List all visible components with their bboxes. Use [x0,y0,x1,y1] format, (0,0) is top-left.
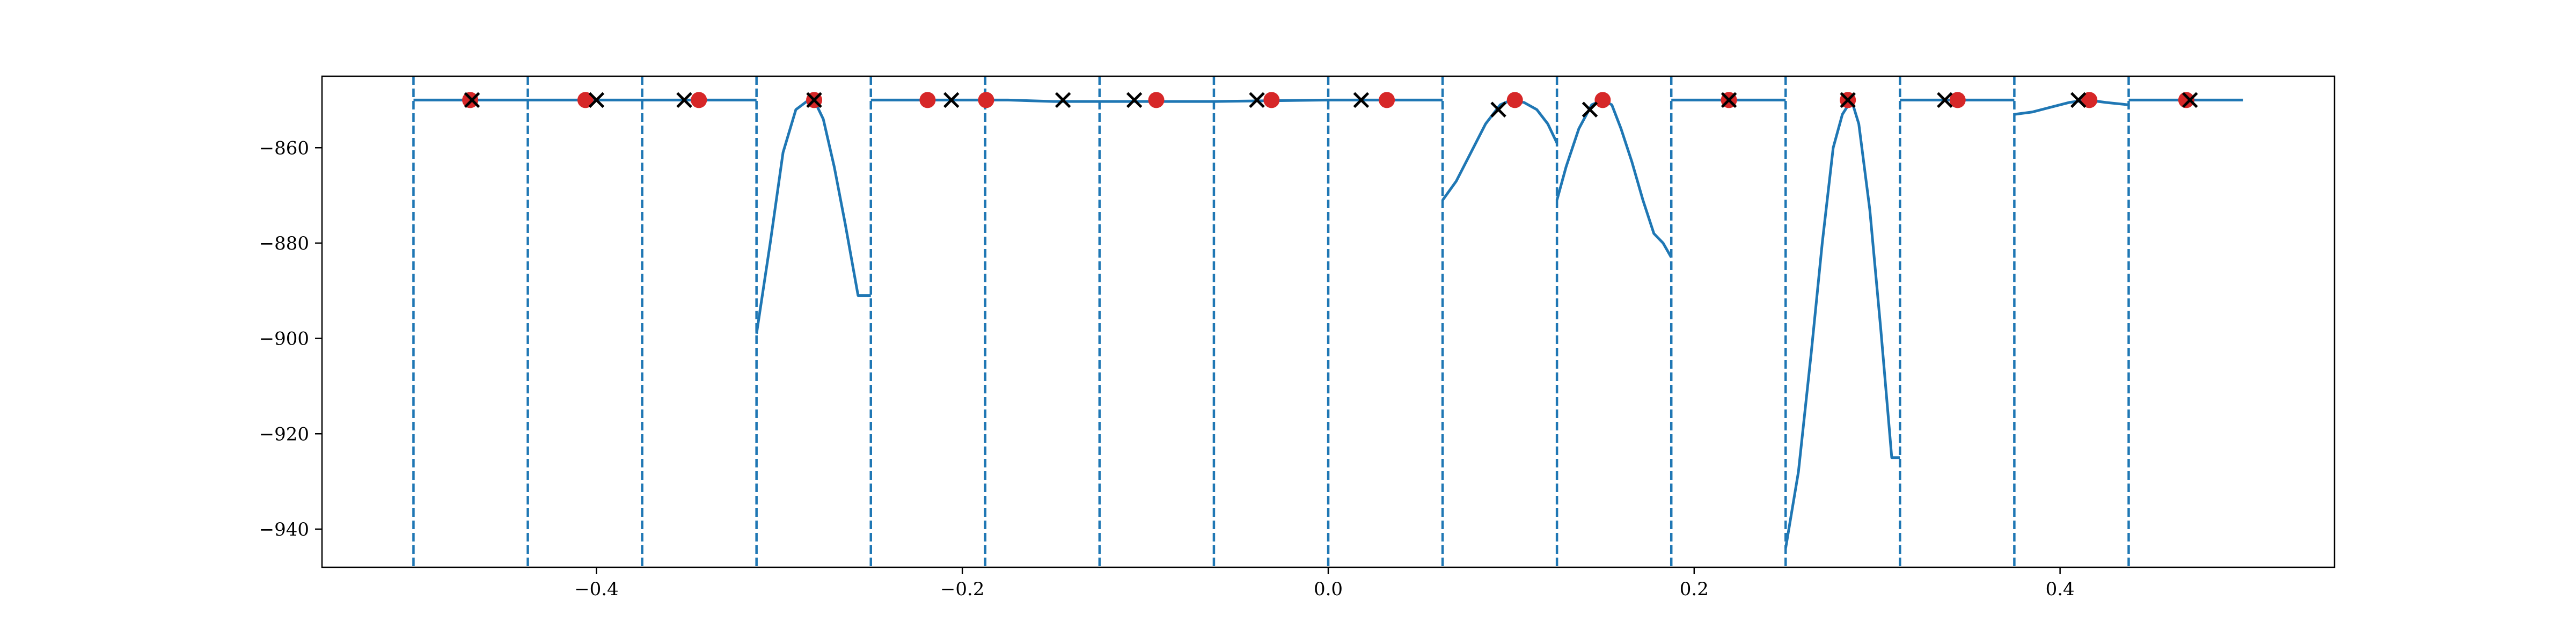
red-point [1379,92,1395,108]
y-tick-label: −940 [259,519,309,540]
red-point [577,92,594,108]
boundary-lines [412,76,2130,567]
series-line [1784,98,1900,548]
y-tick-label: −920 [259,423,309,445]
cross-marker [1490,101,1506,118]
y-tick-label: −900 [259,328,309,350]
red-point [2081,92,2098,108]
series-line [2014,98,2129,116]
red-point [1148,92,1165,108]
cross-marker [806,92,822,108]
red-point [919,92,936,108]
red-point [1949,92,1966,108]
cross-marker [588,92,605,108]
x-tick-label: 0.0 [1314,579,1343,600]
cross-marker [464,92,480,108]
y-axis-ticks: −940 −920 −900 −880 −860 [259,137,322,540]
y-tick-label: −880 [259,233,309,254]
cross-marker [1582,101,1598,118]
cross-marker [2070,92,2087,108]
cross-marker [1126,92,1143,108]
red-point [1263,92,1280,108]
x-tick-label: 0.4 [2046,579,2075,600]
cross-markers [464,92,2198,118]
cross-marker [1840,92,1856,108]
cross-marker [1249,92,1265,108]
cross-marker [676,92,692,108]
series-line [1555,98,1673,258]
red-point [691,92,707,108]
cross-marker [1055,92,1071,108]
cross-marker [1353,92,1370,108]
red-point [978,92,994,108]
x-tick-label: 0.2 [1680,579,1709,600]
cross-marker [1721,92,1737,108]
x-tick-label: −0.2 [940,579,985,600]
x-axis-ticks: −0.4 −0.2 0.0 0.2 0.4 [574,567,2075,600]
axes-frame [321,75,2336,568]
red-point [1506,92,1523,108]
x-tick-label: −0.4 [574,579,619,600]
cross-marker [2182,92,2198,108]
red-point [1594,92,1611,108]
red-point [2178,92,2194,108]
cross-marker [943,92,960,108]
y-tick-label: −860 [259,137,309,159]
series-line [755,98,871,334]
cross-marker [1937,92,1953,108]
series-line [1441,98,1558,201]
